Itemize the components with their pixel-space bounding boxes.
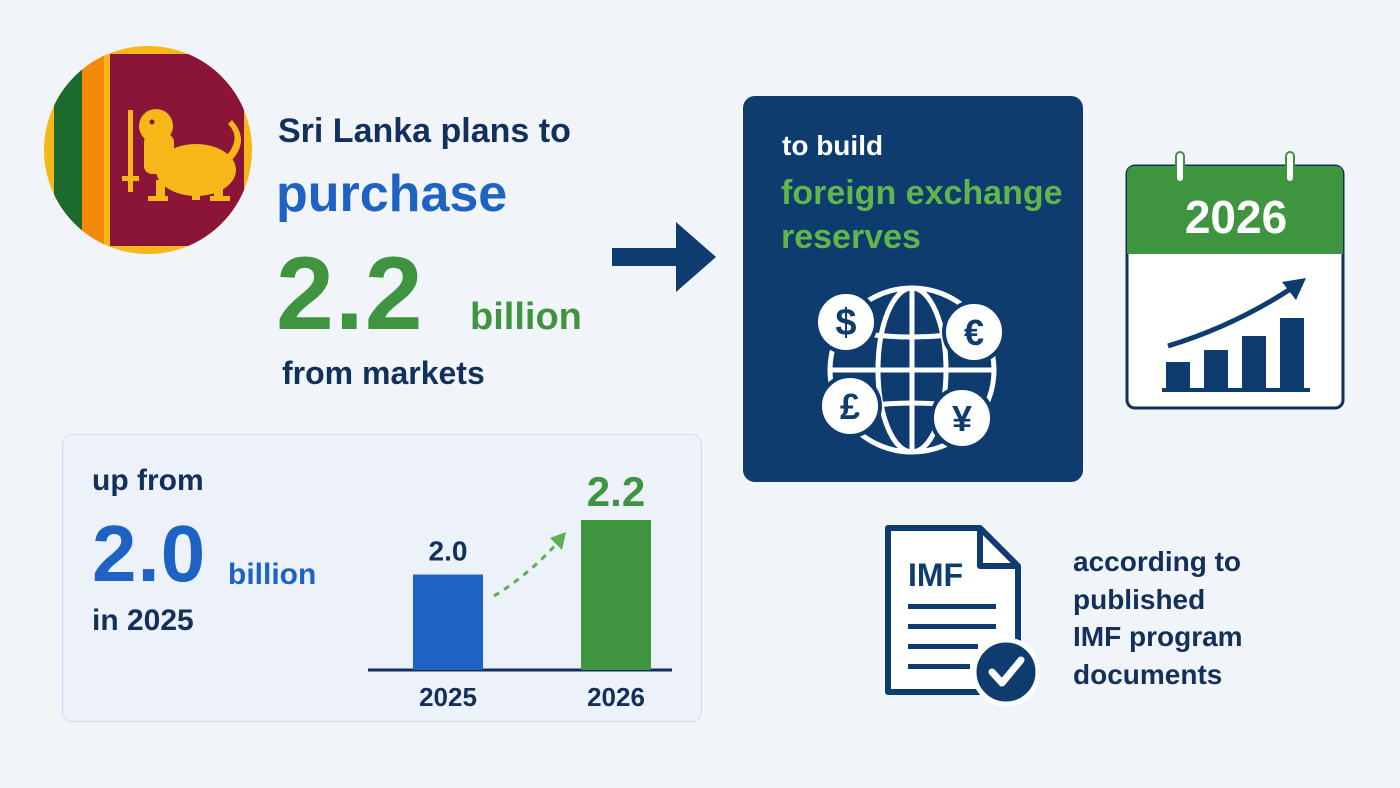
source-line4: documents (1073, 658, 1223, 690)
arrow-right-icon (612, 222, 716, 292)
comparison-unit: billion (228, 558, 317, 591)
comparison-amount: 2.0 (92, 509, 207, 598)
growth-arrow-head (550, 532, 566, 550)
reserves-goal-line2: reserves (781, 217, 921, 256)
currency-yen-symbol: ¥ (952, 398, 972, 439)
currency-euro-symbol: € (964, 312, 984, 353)
headline-source-markets: from markets (282, 355, 485, 391)
currency-pound-symbol: £ (840, 386, 860, 427)
calendar-growth-icon (1125, 151, 1345, 410)
headline-verb: purchase (276, 165, 508, 223)
bar-value-label-2025: 2.0 (429, 536, 468, 567)
comparison-bar-chart: 2.0 2.2 2025 2026 (368, 468, 672, 712)
source-note: according to published IMF program docum… (1073, 543, 1243, 693)
currency-euro-icon: € (942, 300, 1006, 364)
currency-dollar-icon: $ (814, 290, 878, 354)
source-line3: IMF program (1073, 621, 1243, 653)
sri-lanka-flag-icon (44, 46, 252, 254)
reserves-goal-line1: foreign exchange (781, 174, 1063, 212)
imf-doc-label: IMF (908, 557, 963, 593)
source-line2: published (1073, 583, 1206, 615)
headline-intro: Sri Lanka plans to (278, 112, 571, 150)
comparison-intro: up from (92, 464, 204, 497)
headline-amount: 2.2 (276, 236, 424, 352)
currency-dollar-symbol: $ (835, 302, 856, 344)
bar-value-label-2026: 2.2 (587, 468, 645, 515)
currency-pound-icon: £ (818, 374, 882, 438)
reserves-intro: to build (782, 130, 884, 161)
reserves-goal: foreign exchange reserves (781, 172, 1063, 259)
bar-category-label-2025: 2025 (419, 682, 477, 712)
growth-arrow (493, 539, 562, 598)
bar-category-label-2026: 2026 (587, 682, 645, 712)
imf-document-icon: IMF (885, 525, 1041, 707)
bar-2026 (581, 520, 651, 670)
comparison-year: in 2025 (92, 604, 194, 637)
globe-currency-icon: $ € £ ¥ (814, 285, 1006, 455)
checkmark-badge-icon (971, 637, 1041, 707)
calendar-year: 2026 (1184, 191, 1288, 243)
headline-unit: billion (470, 296, 582, 338)
bar-2025 (413, 574, 483, 670)
source-line1: according to (1073, 546, 1242, 577)
currency-yen-icon: ¥ (930, 386, 994, 450)
